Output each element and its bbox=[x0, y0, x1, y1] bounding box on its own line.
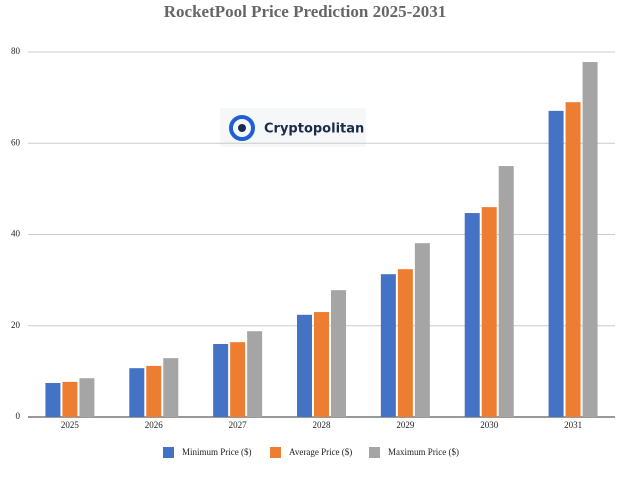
bar bbox=[129, 368, 145, 417]
y-tick-label: 0 bbox=[16, 411, 21, 421]
legend-swatch bbox=[163, 447, 174, 458]
bar bbox=[230, 342, 246, 417]
bar bbox=[414, 243, 430, 417]
bar bbox=[565, 102, 581, 417]
x-tick-label: 2027 bbox=[229, 420, 248, 430]
x-tick-label: 2028 bbox=[313, 420, 332, 430]
legend-swatch bbox=[270, 447, 281, 458]
legend-label: Minimum Price ($) bbox=[182, 447, 252, 457]
bar bbox=[464, 213, 480, 417]
bar bbox=[498, 166, 514, 417]
legend-label: Average Price ($) bbox=[289, 447, 352, 457]
legend-swatch bbox=[369, 447, 380, 458]
bar bbox=[582, 62, 598, 417]
bar bbox=[45, 383, 61, 417]
watermark-icon-dot bbox=[238, 124, 246, 132]
y-tick-label: 80 bbox=[11, 46, 21, 56]
bar bbox=[79, 378, 95, 417]
y-tick-label: 60 bbox=[11, 137, 21, 147]
bar bbox=[213, 344, 229, 417]
bar bbox=[247, 331, 263, 417]
x-tick-label: 2030 bbox=[480, 420, 499, 430]
chart-title: RocketPool Price Prediction 2025-2031 bbox=[164, 2, 446, 21]
x-tick-label: 2031 bbox=[564, 420, 582, 430]
y-tick-label: 20 bbox=[11, 320, 21, 330]
bar bbox=[380, 274, 396, 417]
y-tick-label: 40 bbox=[11, 229, 21, 239]
bar bbox=[314, 312, 329, 417]
bar bbox=[548, 110, 564, 417]
watermark-text: Cryptopolitan bbox=[264, 122, 364, 137]
watermark-icon bbox=[229, 115, 255, 141]
x-tick-label: 2026 bbox=[145, 420, 164, 430]
bar bbox=[163, 358, 179, 417]
bar bbox=[146, 365, 162, 417]
x-tick-label: 2025 bbox=[61, 420, 80, 430]
watermark: Cryptopolitan bbox=[220, 108, 366, 147]
bar bbox=[297, 314, 312, 417]
bar bbox=[481, 207, 497, 417]
legend-label: Maximum Price ($) bbox=[388, 447, 459, 457]
x-tick-label: 2029 bbox=[396, 420, 415, 430]
bar bbox=[62, 381, 78, 417]
bar bbox=[331, 290, 346, 417]
bar bbox=[397, 269, 413, 417]
